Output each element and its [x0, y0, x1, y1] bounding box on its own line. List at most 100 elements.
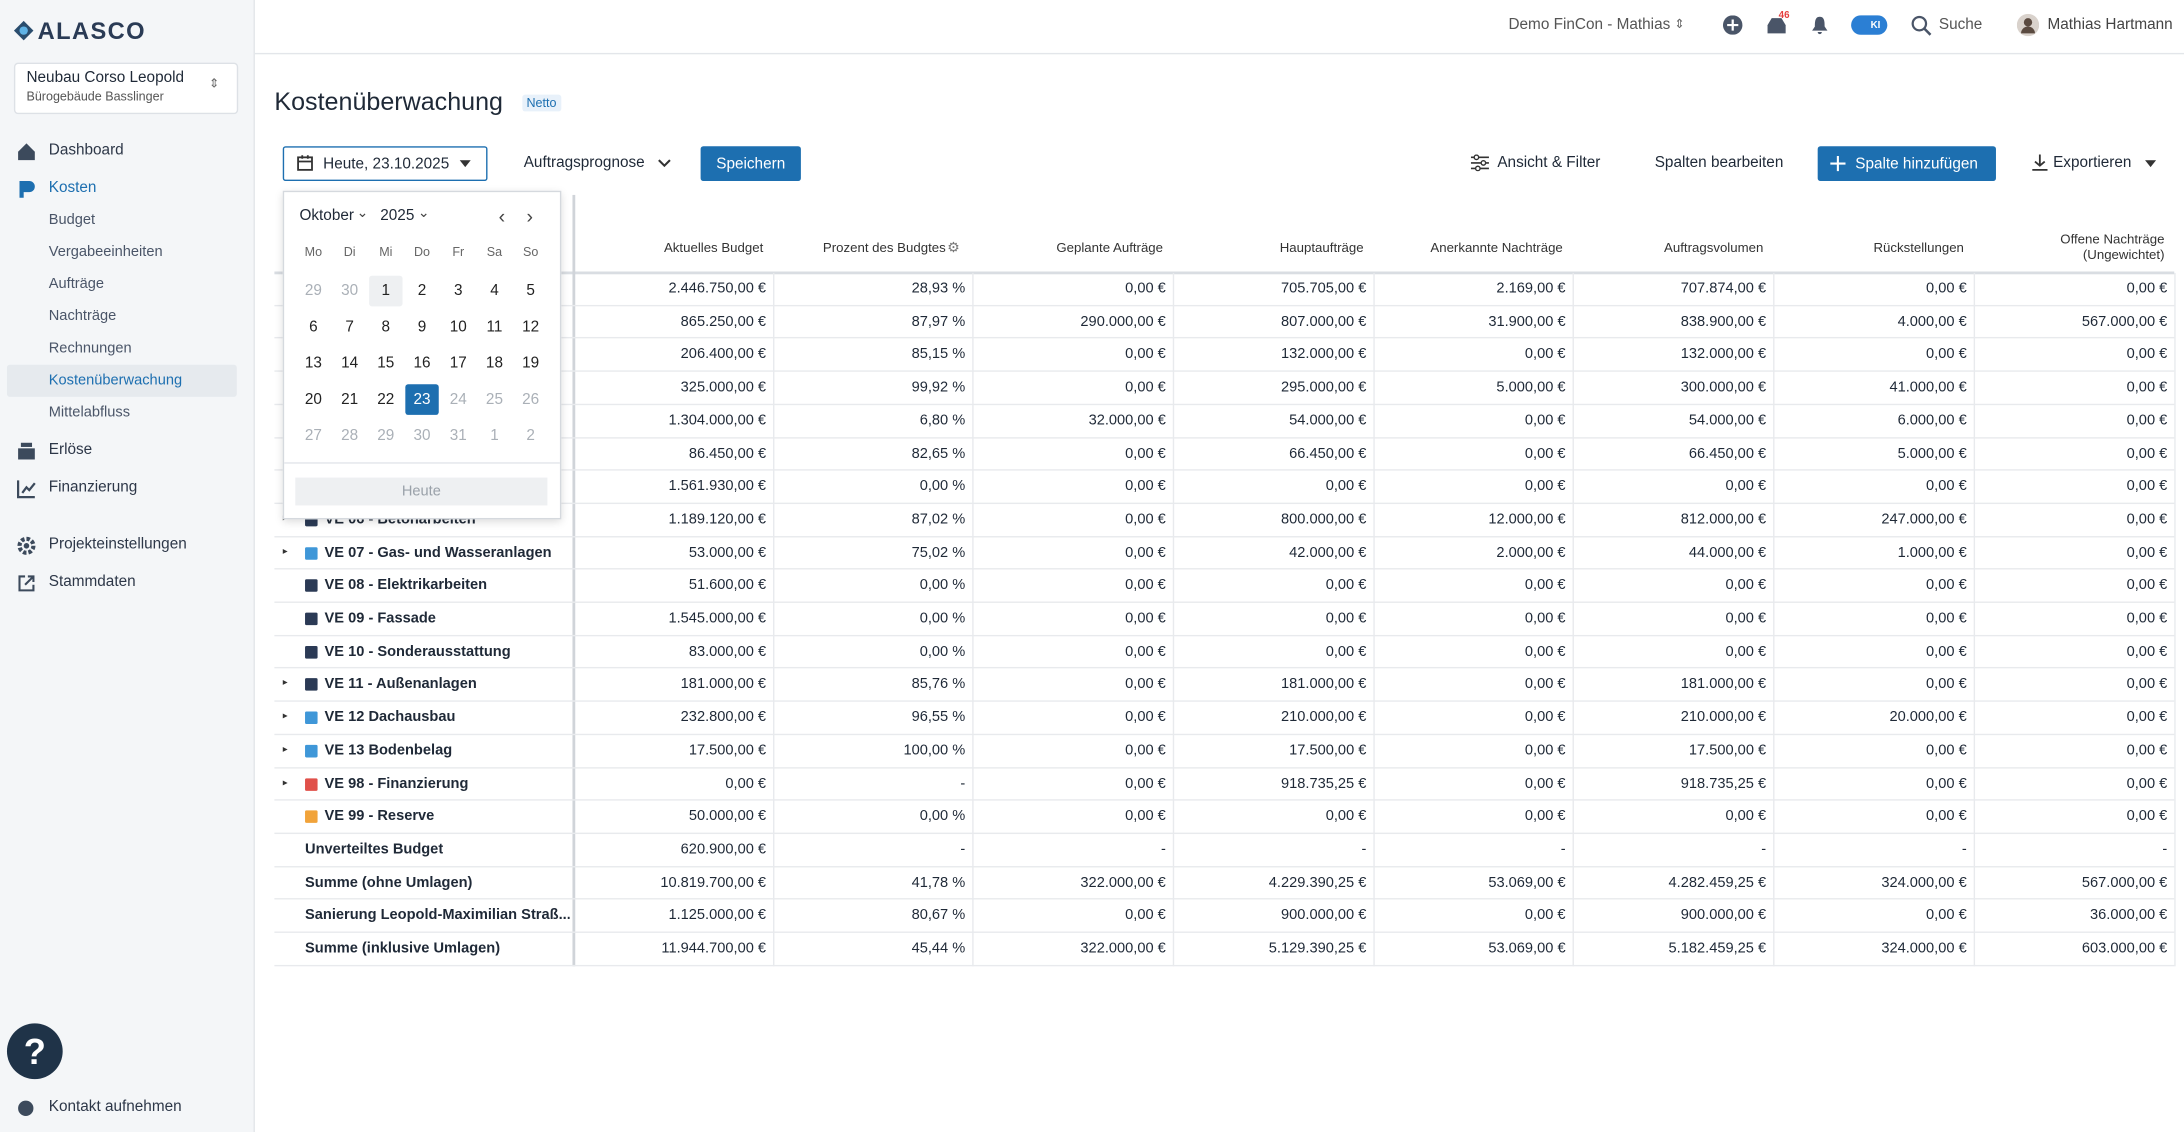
day[interactable]: 5: [526, 282, 535, 300]
nav-item[interactable]: Finanzierung: [48, 478, 138, 496]
color-square: [305, 777, 318, 791]
column-header[interactable]: Hauptaufträge: [1279, 240, 1364, 256]
year-select[interactable]: 2025: [380, 207, 415, 225]
cell: 0,00 %: [919, 576, 966, 594]
cell: -: [960, 840, 966, 858]
sub-nav-item[interactable]: Vergabeeinheiten: [48, 243, 163, 261]
row-label: VE 99 - Reserve: [324, 807, 435, 825]
day[interactable]: 22: [377, 391, 395, 408]
nav-item[interactable]: Stammdaten: [48, 573, 136, 591]
edit-columns-button[interactable]: Spalten bearbeiten: [1654, 154, 1784, 172]
row-border: [274, 304, 2175, 306]
cell: 918.735,25 €: [1280, 774, 1367, 792]
contact-link[interactable]: Kontakt aufnehmen: [48, 1098, 182, 1116]
cell: 0,00 €: [1926, 741, 1967, 759]
expand-toggle[interactable]: ▸: [282, 711, 288, 722]
day[interactable]: 9: [417, 318, 427, 336]
day[interactable]: 11: [486, 318, 503, 336]
day[interactable]: 2: [417, 282, 427, 300]
workspace-switch[interactable]: Demo FinCon - Mathias: [1508, 16, 1671, 34]
project-selector[interactable]: [13, 62, 239, 115]
row-label: VE 08 - Elektrikarbeiten: [324, 576, 488, 594]
day[interactable]: 14: [341, 355, 359, 372]
column-header[interactable]: Geplante Aufträge: [1056, 240, 1164, 256]
cell: 0,00 €: [1125, 345, 1166, 363]
sub-nav-item[interactable]: Aufträge: [48, 275, 105, 293]
day[interactable]: 7: [345, 318, 354, 336]
nav-item[interactable]: Erlöse: [48, 441, 93, 459]
icon-stammdaten: [18, 575, 35, 592]
expand-toggle[interactable]: ▸: [282, 678, 288, 689]
expand-toggle[interactable]: ▸: [282, 744, 288, 755]
column-header[interactable]: Auftragsvolumen: [1664, 240, 1764, 256]
help-button[interactable]: ?: [6, 1023, 63, 1080]
cell: 0,00 €: [1125, 642, 1166, 660]
day-selected[interactable]: 23: [405, 384, 439, 415]
column-header[interactable]: Aktuelles Budget: [663, 240, 764, 256]
cell: 324.000,00 €: [1881, 939, 1967, 957]
day[interactable]: 17: [449, 355, 467, 372]
nav-item[interactable]: Dashboard: [48, 142, 124, 159]
day[interactable]: 1: [369, 275, 403, 307]
next-month[interactable]: ›: [526, 204, 534, 227]
cell: 0,00 €: [1926, 576, 1967, 594]
day[interactable]: 20: [304, 391, 322, 408]
cell: 83.000,00 €: [688, 642, 767, 660]
cell: 0,00 €: [1524, 444, 1566, 462]
search[interactable]: Suche: [1938, 16, 1983, 34]
net-badge: Netto: [522, 94, 561, 112]
nav-item[interactable]: Projekteinstellungen: [48, 536, 187, 553]
day[interactable]: 15: [377, 355, 395, 372]
cell: 206.400,00 €: [680, 345, 767, 363]
sub-nav-item[interactable]: Rechnungen: [48, 339, 132, 357]
cell: -: [960, 774, 966, 792]
sub-nav-item[interactable]: Mittelabfluss: [48, 403, 131, 421]
day[interactable]: 4: [490, 282, 499, 300]
cell: 0,00 €: [1325, 609, 1367, 627]
column-header[interactable]: Rückstellungen: [1873, 240, 1964, 256]
filter-button[interactable]: Ansicht & Filter: [1497, 154, 1601, 172]
sub-nav-item[interactable]: Nachträge: [48, 307, 117, 325]
day[interactable]: 18: [485, 355, 503, 372]
forecast-select[interactable]: Auftragsprognose: [523, 154, 645, 172]
cell: 0,00 €: [2126, 345, 2168, 363]
day[interactable]: 3: [453, 282, 463, 300]
icon-inbox[interactable]: [1766, 17, 1787, 35]
sub-nav-item[interactable]: Budget: [48, 211, 96, 229]
cell: 0,00 €: [1926, 279, 1967, 297]
expand-toggle[interactable]: ▸: [282, 546, 288, 557]
icon-bell[interactable]: [1811, 15, 1829, 35]
cell: 210.000,00 €: [1680, 708, 1767, 726]
cell: 0,00 €: [1926, 906, 1967, 924]
day[interactable]: 19: [522, 355, 540, 372]
nav-item-active[interactable]: Kosten: [48, 179, 97, 197]
day: 29: [304, 282, 322, 300]
add-column-button[interactable]: Spalte hinzufügen: [1817, 146, 1996, 182]
cell: 0,00 €: [1725, 807, 1767, 825]
icon-add[interactable]: [1722, 15, 1743, 35]
color-square: [305, 744, 318, 758]
column-header[interactable]: Anerkannte Nachträge: [1430, 240, 1563, 256]
day[interactable]: 8: [381, 318, 391, 336]
column-header[interactable]: Offene Nachträge (Ungewichtet): [2060, 232, 2165, 264]
day[interactable]: 21: [341, 391, 359, 408]
avatar[interactable]: [2016, 13, 2040, 37]
sub-nav-item-active[interactable]: Kostenüberwachung: [48, 371, 183, 389]
cell: 0,00 €: [1524, 345, 1566, 363]
day[interactable]: 16: [413, 355, 431, 372]
day[interactable]: 6: [309, 318, 318, 336]
expand-toggle[interactable]: ▸: [282, 777, 288, 788]
day[interactable]: 13: [304, 355, 322, 372]
month-select[interactable]: Oktober: [299, 207, 354, 225]
date-picker[interactable]: Heute, 23.10.2025: [282, 146, 488, 182]
weekday: Fr: [452, 245, 465, 259]
prev-month[interactable]: ‹: [498, 204, 506, 227]
save-button[interactable]: Speichern: [700, 146, 801, 182]
day[interactable]: 10: [449, 318, 467, 336]
user-name[interactable]: Mathias Hartmann: [2047, 16, 2173, 34]
export-button[interactable]: Exportieren: [2053, 154, 2132, 172]
day[interactable]: 12: [522, 318, 540, 336]
ai-badge[interactable]: KI: [1851, 15, 1888, 35]
column-header[interactable]: Prozent des Budgtes: [822, 240, 946, 256]
cell: 290.000,00 €: [1080, 312, 1166, 330]
